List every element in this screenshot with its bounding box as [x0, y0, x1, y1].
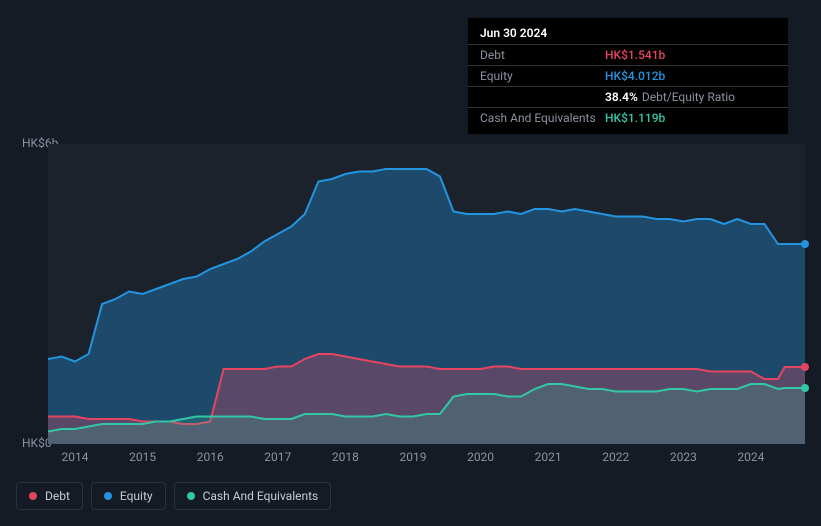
chart-tooltip: Jun 30 2024 DebtHK$1.541bEquityHK$4.012b…: [468, 18, 788, 134]
tooltip-row: 38.4%Debt/Equity Ratio: [468, 86, 788, 107]
tooltip-row-label: [480, 90, 605, 104]
legend-swatch: [29, 492, 37, 500]
tooltip-row-value: HK$1.119b: [605, 111, 665, 125]
plot-svg: [48, 144, 805, 444]
x-axis-label: 2015: [129, 450, 156, 464]
x-axis-label: 2014: [62, 450, 89, 464]
chart-plot: [48, 144, 805, 444]
tooltip-date: Jun 30 2024: [468, 24, 788, 44]
x-axis-label: 2020: [467, 450, 494, 464]
tooltip-row-label: Debt: [480, 48, 605, 62]
legend-label: Debt: [45, 489, 70, 503]
legend-swatch: [187, 492, 195, 500]
series-end-dot-cash: [801, 384, 809, 392]
legend-item-debt[interactable]: Debt: [16, 482, 83, 510]
tooltip-row-value: HK$1.541b: [605, 48, 665, 62]
legend-item-cash-and-equivalents[interactable]: Cash And Equivalents: [174, 482, 332, 510]
x-axis-label: 2024: [737, 450, 764, 464]
tooltip-row-value: 38.4%Debt/Equity Ratio: [605, 90, 735, 104]
x-axis-label: 2017: [264, 450, 291, 464]
tooltip-row-label: Cash And Equivalents: [480, 111, 605, 125]
x-axis-label: 2019: [399, 450, 426, 464]
legend-label: Equity: [120, 489, 153, 503]
x-axis-label: 2021: [535, 450, 562, 464]
x-axis: 2014 2015 2016 2017 2018 2019 2020 2021 2022 2023…: [48, 450, 805, 470]
x-axis-label: 2016: [197, 450, 224, 464]
legend: Debt Equity Cash And Equivalents: [16, 482, 331, 510]
tooltip-row: DebtHK$1.541b: [468, 44, 788, 65]
series-end-dot-debt: [801, 363, 809, 371]
x-axis-label: 2023: [670, 450, 697, 464]
x-axis-label: 2022: [602, 450, 629, 464]
legend-item-equity[interactable]: Equity: [91, 482, 166, 510]
tooltip-row-label: Equity: [480, 69, 605, 83]
tooltip-row: EquityHK$4.012b: [468, 65, 788, 86]
series-end-dot-equity: [801, 240, 809, 248]
tooltip-row-value: HK$4.012b: [605, 69, 665, 83]
x-axis-label: 2018: [332, 450, 359, 464]
tooltip-row: Cash And EquivalentsHK$1.119b: [468, 107, 788, 128]
legend-swatch: [104, 492, 112, 500]
legend-label: Cash And Equivalents: [203, 489, 319, 503]
